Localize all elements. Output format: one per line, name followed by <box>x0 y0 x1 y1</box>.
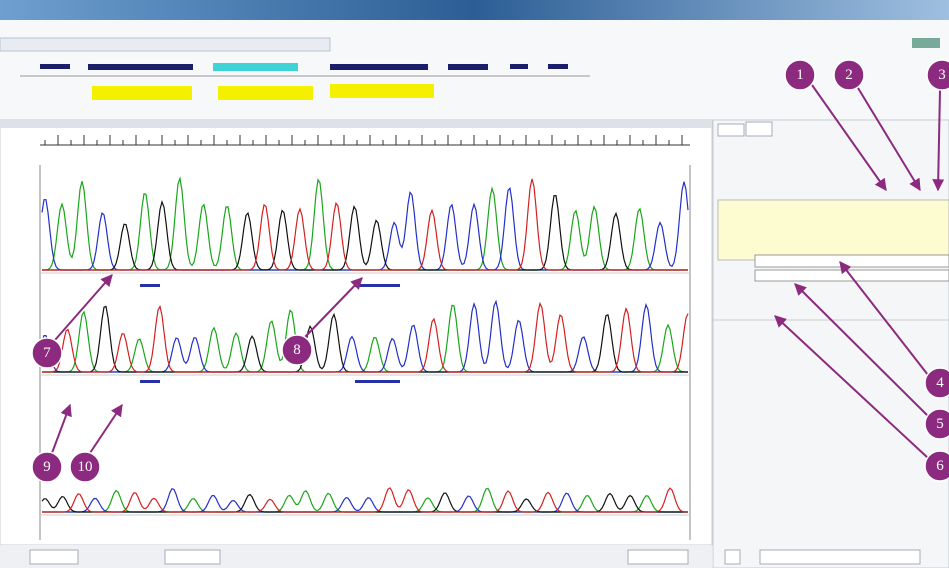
highlight <box>330 84 434 98</box>
callout-number: 5 <box>936 416 944 432</box>
text-field[interactable] <box>755 270 949 281</box>
trace-pane <box>0 120 712 545</box>
marker-bar <box>140 380 160 383</box>
exon-bar-selected <box>213 63 298 71</box>
callout-number: 6 <box>936 458 944 474</box>
marker-bar <box>355 284 400 287</box>
exon-bar <box>330 64 428 70</box>
exon-bar <box>548 64 568 69</box>
window-icons <box>912 38 940 48</box>
panel-tab[interactable] <box>718 124 744 136</box>
callout-number: 2 <box>845 67 853 83</box>
panel-tab[interactable] <box>746 122 772 136</box>
button[interactable] <box>165 550 220 564</box>
highlight <box>218 86 313 100</box>
button[interactable] <box>725 550 740 564</box>
exon-bar <box>88 64 193 70</box>
highlight <box>92 86 192 100</box>
variant-table <box>718 200 949 260</box>
dropdown[interactable] <box>755 255 949 267</box>
exon-bar <box>510 64 528 69</box>
callout-number: 10 <box>78 459 93 475</box>
tab-strip[interactable] <box>0 38 330 51</box>
title-bar <box>0 0 949 20</box>
callout-number: 9 <box>43 459 51 475</box>
exon-bar <box>40 64 70 69</box>
callout-number: 3 <box>938 67 946 83</box>
button[interactable] <box>628 550 688 564</box>
scrollbar[interactable] <box>0 120 712 128</box>
callout-number: 4 <box>936 375 944 391</box>
zoom-box[interactable] <box>30 550 78 564</box>
side-panel <box>713 120 949 568</box>
callout-number: 7 <box>43 345 51 361</box>
marker-bar <box>140 284 160 287</box>
callout-number: 8 <box>293 342 301 358</box>
screenshot: 1 2 3 4 5 6 7 8 9 10 <box>0 0 949 568</box>
exon-bar <box>448 64 488 70</box>
consensus-button[interactable] <box>760 550 920 564</box>
marker-bar <box>355 380 400 383</box>
status-bar <box>0 545 712 568</box>
callout-number: 1 <box>796 67 804 83</box>
